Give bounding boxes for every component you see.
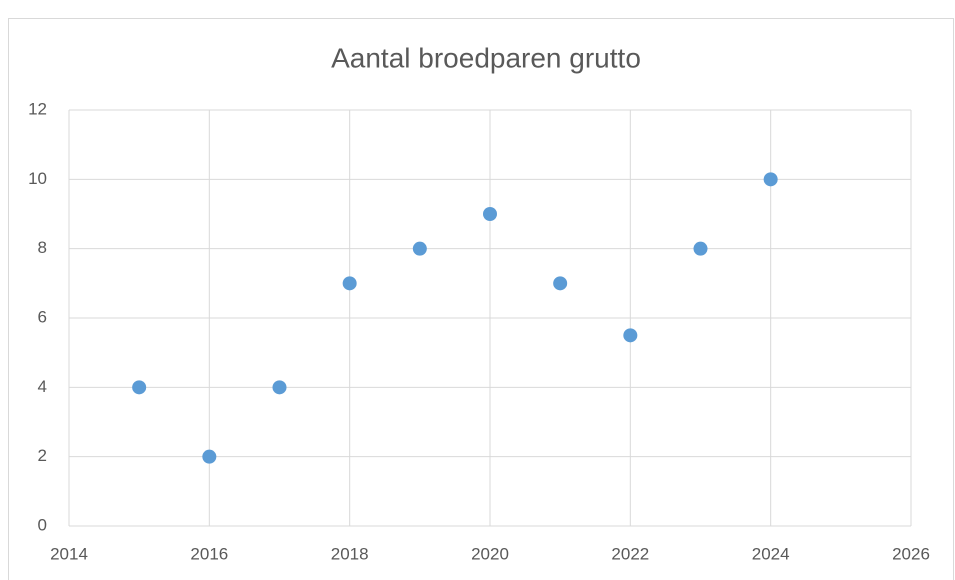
point	[553, 276, 568, 291]
point	[693, 241, 708, 256]
point	[623, 328, 638, 343]
y-tick-label: 6	[38, 307, 47, 326]
y-tick-label: 10	[28, 169, 47, 188]
point	[202, 449, 217, 464]
y-tick-label: 12	[28, 99, 47, 118]
x-tick-label: 2020	[471, 544, 509, 563]
x-tick-label: 2016	[190, 544, 228, 563]
x-tick-label: 2018	[331, 544, 369, 563]
y-tick-label: 8	[38, 238, 47, 257]
x-tick-label: 2014	[50, 544, 88, 563]
x-tick-label: 2022	[611, 544, 649, 563]
point	[412, 241, 427, 256]
chart-border	[8, 18, 954, 580]
chart-title: Aantal broedparen grutto	[331, 42, 641, 73]
y-tick-label: 4	[38, 377, 47, 396]
x-tick-label: 2026	[892, 544, 930, 563]
point	[763, 172, 778, 187]
point	[272, 380, 287, 395]
y-tick-label: 2	[38, 446, 47, 465]
point	[483, 207, 497, 221]
x-tick-label: 2024	[752, 544, 790, 563]
y-tick-label: 0	[38, 515, 47, 534]
point	[342, 276, 357, 291]
point	[132, 380, 147, 395]
